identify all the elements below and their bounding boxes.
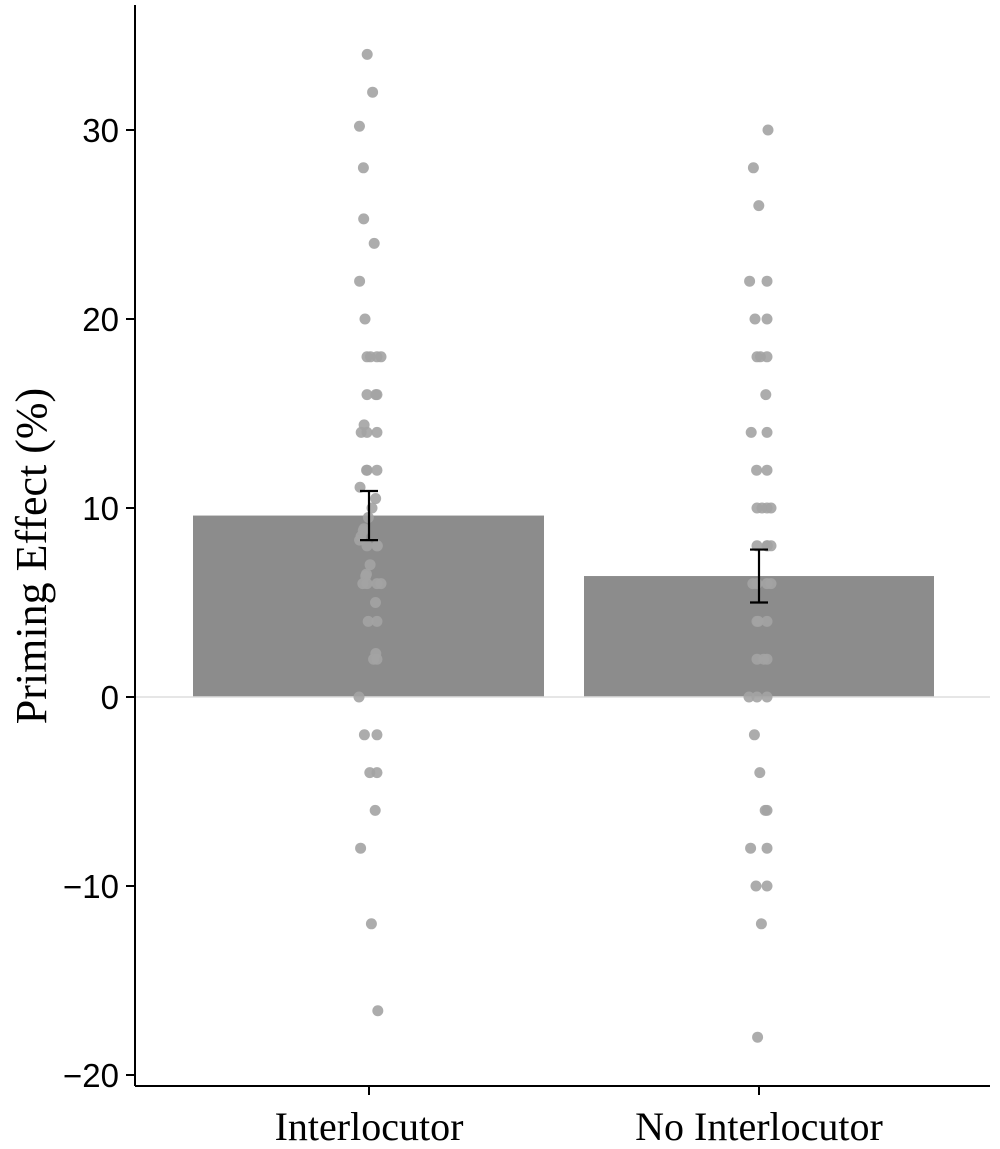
data-point (370, 493, 382, 505)
data-point (765, 502, 777, 514)
data-point (761, 804, 773, 816)
data-point (371, 540, 383, 552)
data-point (359, 313, 371, 325)
x-category-label: Interlocutor (275, 1104, 464, 1149)
data-point (761, 880, 773, 892)
x-category-label: No Interlocutor (635, 1104, 883, 1149)
data-points-layer (353, 48, 777, 1043)
data-point (354, 275, 366, 287)
data-point (361, 540, 373, 552)
error-bar-1 (360, 489, 378, 542)
data-point (371, 615, 383, 627)
data-point (765, 540, 777, 552)
data-point (762, 124, 774, 136)
data-point (761, 615, 773, 627)
data-point (367, 86, 379, 98)
data-point (761, 691, 773, 703)
data-point (761, 653, 773, 665)
y-tick-label: 30 (82, 112, 119, 149)
data-point (361, 578, 373, 590)
data-point (353, 120, 365, 132)
data-point (751, 464, 763, 476)
error-bar-2 (750, 548, 768, 604)
data-point (751, 351, 763, 363)
data-point (747, 162, 759, 174)
data-point (365, 918, 377, 930)
data-point (751, 502, 763, 514)
data-point (749, 313, 761, 325)
data-point (371, 767, 383, 779)
y-tick-label: 10 (82, 490, 119, 527)
data-point (744, 275, 756, 287)
x-ticks-layer: Interlocutor No Interlocutor (275, 1086, 883, 1149)
data-point (754, 767, 766, 779)
data-point (375, 351, 387, 363)
data-point (761, 426, 773, 438)
data-point (751, 653, 763, 665)
bars-layer (193, 515, 934, 697)
data-point (362, 615, 374, 627)
data-point (745, 842, 757, 854)
data-point (752, 1031, 764, 1043)
data-point (358, 729, 370, 741)
data-point (370, 597, 381, 608)
y-tick-label: −10 (63, 868, 119, 905)
data-point (371, 653, 383, 665)
data-point (751, 578, 763, 590)
data-point (751, 615, 763, 627)
data-point (357, 162, 369, 174)
y-tick-label: 20 (82, 301, 119, 338)
data-point (368, 237, 380, 249)
data-point (761, 275, 773, 287)
data-point (753, 200, 765, 212)
data-point (372, 1005, 384, 1017)
data-point (361, 351, 373, 363)
data-point (761, 464, 773, 476)
data-point (371, 464, 383, 476)
data-point (751, 691, 763, 703)
data-point (760, 389, 772, 401)
y-tick-label: 0 (101, 679, 119, 716)
data-point (761, 313, 773, 325)
data-point (361, 464, 373, 476)
data-point (371, 389, 383, 401)
data-point (361, 48, 373, 60)
data-point (353, 691, 365, 703)
data-point (745, 426, 757, 438)
error-bars-layer (360, 489, 768, 604)
data-point (369, 804, 381, 816)
data-point (375, 578, 387, 590)
y-axis-title: Priming Effect (%) (7, 388, 56, 724)
data-point (761, 351, 773, 363)
data-point (743, 691, 755, 703)
data-point (750, 880, 762, 892)
data-point (361, 389, 373, 401)
y-tick-label: −20 (63, 1057, 119, 1094)
data-point (364, 559, 376, 571)
y-ticks-layer: −20 −10 0 10 20 30 (63, 112, 135, 1094)
data-point (371, 426, 383, 438)
data-point (361, 426, 373, 438)
data-point (761, 842, 773, 854)
data-point (358, 213, 370, 225)
data-point (755, 918, 767, 930)
data-point (355, 842, 367, 854)
data-point (765, 578, 777, 590)
data-point (371, 729, 383, 741)
data-point (748, 729, 760, 741)
